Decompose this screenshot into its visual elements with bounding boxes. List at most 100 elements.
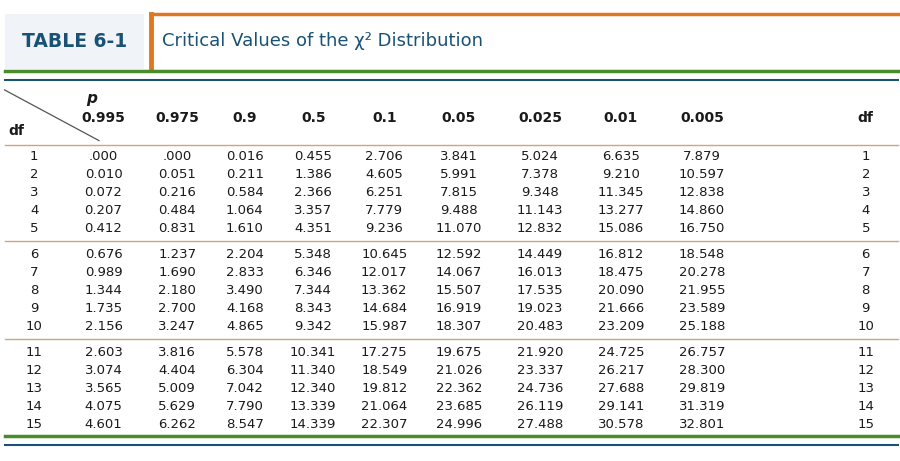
Text: 8.547: 8.547 [226,418,264,431]
Text: 12.017: 12.017 [361,266,408,279]
Text: 24.996: 24.996 [436,418,482,431]
Text: 9.488: 9.488 [440,204,478,217]
Text: 15: 15 [858,418,874,431]
Text: 7.779: 7.779 [365,204,403,217]
Text: 21.955: 21.955 [679,284,725,297]
Text: 12: 12 [858,364,874,377]
Text: 12.838: 12.838 [679,186,725,199]
Text: 0.975: 0.975 [156,111,199,125]
Text: 4: 4 [861,204,870,217]
Text: 13: 13 [858,382,874,395]
Text: 15: 15 [26,418,42,431]
Text: 0.9: 0.9 [232,111,257,125]
Text: 15.086: 15.086 [598,222,644,235]
Text: 26.217: 26.217 [598,364,644,377]
Text: 3.247: 3.247 [158,320,196,333]
Text: 29.141: 29.141 [598,400,644,413]
Text: 24.725: 24.725 [598,346,644,359]
Text: 2.833: 2.833 [226,266,264,279]
Text: 16.013: 16.013 [517,266,563,279]
Text: 12: 12 [26,364,42,377]
Text: 15.507: 15.507 [436,284,482,297]
Text: 0.584: 0.584 [226,186,264,199]
Text: 2.706: 2.706 [365,150,403,163]
Text: 7: 7 [861,266,870,279]
Text: 1: 1 [861,150,870,163]
Text: p: p [86,91,97,106]
Text: 18.548: 18.548 [679,248,725,261]
Text: 6.346: 6.346 [294,266,332,279]
Text: 0.995: 0.995 [82,111,125,125]
Text: 4.605: 4.605 [365,168,403,181]
Text: 14.684: 14.684 [361,302,408,315]
Text: 0.072: 0.072 [85,186,122,199]
Text: 6.304: 6.304 [226,364,264,377]
Text: 1.064: 1.064 [226,204,264,217]
Text: 5: 5 [30,222,39,235]
Text: 0.216: 0.216 [158,186,196,199]
Text: 20.278: 20.278 [679,266,725,279]
Text: 6: 6 [30,248,39,261]
Text: 4.075: 4.075 [85,400,122,413]
Text: 3: 3 [30,186,39,199]
Text: 0.05: 0.05 [442,111,476,125]
Text: 7.378: 7.378 [521,168,559,181]
Text: 11.345: 11.345 [598,186,644,199]
Text: 6.262: 6.262 [158,418,196,431]
Text: 9.210: 9.210 [602,168,640,181]
Text: 16.919: 16.919 [436,302,482,315]
Text: 11.070: 11.070 [436,222,482,235]
Text: 2.603: 2.603 [85,346,122,359]
Text: 10.597: 10.597 [679,168,725,181]
Text: 5.629: 5.629 [158,400,196,413]
Text: 0.016: 0.016 [226,150,264,163]
Text: 17.275: 17.275 [361,346,408,359]
Text: 5: 5 [861,222,870,235]
Text: 12.340: 12.340 [290,382,337,395]
Text: 6.635: 6.635 [602,150,640,163]
Text: 0.010: 0.010 [85,168,122,181]
Text: 22.362: 22.362 [436,382,482,395]
Text: 3.841: 3.841 [440,150,478,163]
Text: 29.819: 29.819 [679,382,725,395]
Text: 2: 2 [30,168,39,181]
Text: 4.601: 4.601 [85,418,122,431]
Text: 24.736: 24.736 [517,382,563,395]
Text: 13.277: 13.277 [598,204,644,217]
FancyBboxPatch shape [4,14,144,69]
Text: 1.735: 1.735 [85,302,122,315]
Text: 0.025: 0.025 [518,111,562,125]
Text: 3.490: 3.490 [226,284,264,297]
Text: 13.339: 13.339 [290,400,337,413]
Text: Critical Values of the χ² Distribution: Critical Values of the χ² Distribution [162,32,483,51]
Text: 1.610: 1.610 [226,222,264,235]
Text: 19.023: 19.023 [517,302,563,315]
Text: 27.688: 27.688 [598,382,644,395]
Text: 7: 7 [30,266,39,279]
Text: .000: .000 [163,150,192,163]
Text: 9.236: 9.236 [365,222,403,235]
Text: 0.051: 0.051 [158,168,196,181]
Text: 7.815: 7.815 [440,186,478,199]
Text: 1.237: 1.237 [158,248,196,261]
Text: 21.064: 21.064 [361,400,408,413]
Text: 13: 13 [26,382,42,395]
Text: 5.348: 5.348 [294,248,332,261]
Text: df: df [858,111,874,125]
Text: 19.675: 19.675 [436,346,482,359]
Text: 3.074: 3.074 [85,364,122,377]
Text: 16.750: 16.750 [679,222,725,235]
Text: 23.209: 23.209 [598,320,644,333]
Text: 23.685: 23.685 [436,400,482,413]
Text: 20.090: 20.090 [598,284,644,297]
Text: 11: 11 [26,346,42,359]
Text: 0.484: 0.484 [158,204,196,217]
Text: 21.026: 21.026 [436,364,482,377]
Text: 8.343: 8.343 [294,302,332,315]
Text: 19.812: 19.812 [361,382,408,395]
Text: 10: 10 [26,320,42,333]
Text: 8: 8 [30,284,39,297]
Text: 2.366: 2.366 [294,186,332,199]
Text: 0.676: 0.676 [85,248,122,261]
Text: 1.386: 1.386 [294,168,332,181]
